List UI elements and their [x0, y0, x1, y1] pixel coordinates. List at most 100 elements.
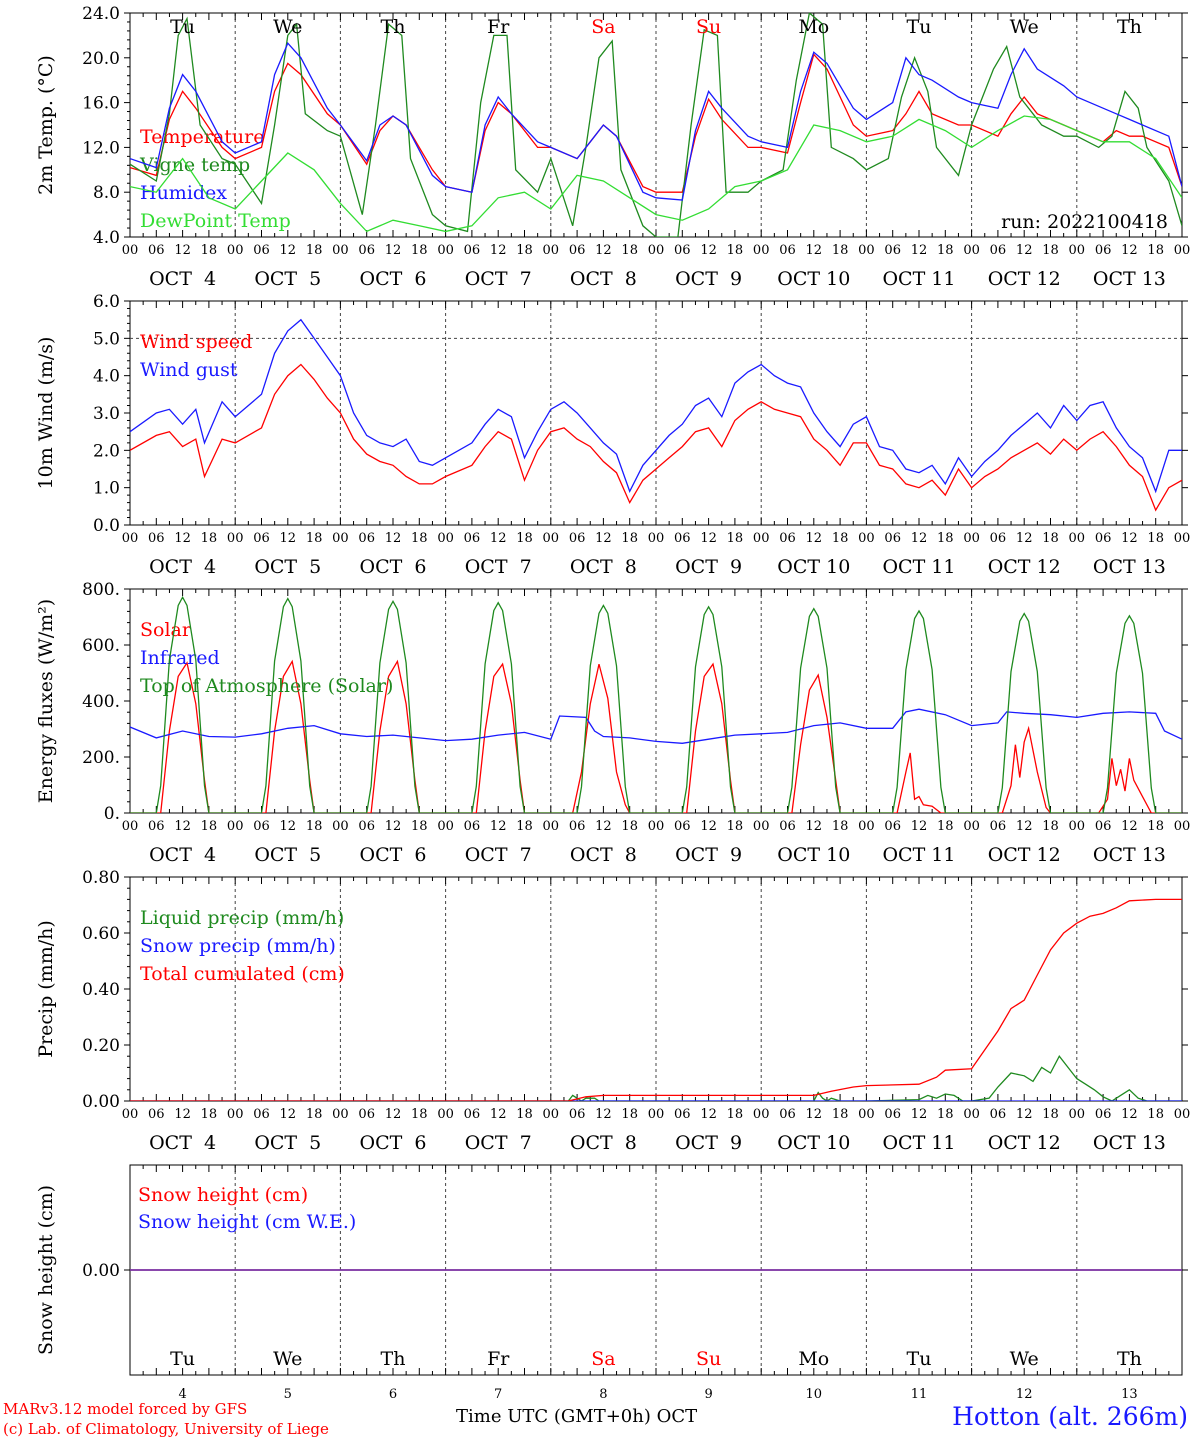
x-hour-label: 06: [569, 1107, 586, 1122]
x-hour-label: 06: [990, 1107, 1007, 1122]
x-hour-label: 00: [858, 243, 875, 258]
y-tick-label: 24.0: [82, 4, 120, 24]
x-hour-label: 06: [884, 1107, 901, 1122]
series-line: [130, 13, 1182, 237]
x-hour-label: 00: [543, 243, 560, 258]
x-hour-label: 06: [569, 243, 586, 258]
x-hour-label: 18: [937, 243, 954, 258]
y-tick-label: 0.: [104, 804, 120, 824]
day-number-label: 4: [178, 1387, 186, 1402]
x-hour-label: 00: [1174, 243, 1191, 258]
x-hour-label: 06: [884, 243, 901, 258]
x-hour-label: 06: [779, 531, 796, 546]
x-hour-label: 18: [727, 1107, 744, 1122]
x-date-label: OCT 8: [570, 556, 637, 578]
weekday-label: Sa: [591, 1348, 615, 1370]
y-tick-label: 4.0: [93, 367, 120, 387]
x-hour-label: 18: [832, 531, 849, 546]
x-date-label: OCT 10: [777, 268, 850, 290]
legend-entry: Solar: [140, 619, 192, 641]
x-hour-label: 12: [174, 531, 191, 546]
x-hour-label: 18: [832, 243, 849, 258]
y-axis-title: 2m Temp. (°C): [35, 55, 57, 195]
x-hour-label: 06: [148, 1107, 165, 1122]
x-hour-label: 12: [385, 819, 402, 834]
x-hour-label: 00: [753, 531, 770, 546]
x-hour-label: 18: [411, 531, 428, 546]
x-hour-label: 00: [437, 243, 454, 258]
x-hour-label: 18: [306, 1107, 323, 1122]
weekday-label: Su: [696, 1348, 721, 1370]
y-tick-label: 0.00: [82, 1261, 120, 1281]
series-line: [130, 318, 1182, 494]
series-line: [130, 708, 1182, 744]
x-hour-label: 18: [727, 243, 744, 258]
legend-entry: Wind gust: [140, 359, 238, 381]
x-hour-label: 00: [543, 1107, 560, 1122]
series-line: [130, 1055, 1182, 1101]
y-axis-title: Snow height (cm): [35, 1185, 57, 1355]
x-date-label: OCT 10: [777, 556, 850, 578]
y-tick-label: 3.0: [93, 404, 120, 424]
weekday-label: Tu: [907, 16, 932, 38]
y-tick-label: 5.0: [93, 329, 120, 349]
x-hour-label: 00: [332, 1107, 349, 1122]
y-tick-label: 0.0: [93, 516, 120, 536]
x-date-label: OCT 5: [254, 844, 321, 866]
day-number-label: 7: [494, 1387, 502, 1402]
legend-entry: Top of Atmosphere (Solar): [140, 675, 393, 697]
x-hour-label: 00: [122, 243, 139, 258]
x-date-label: OCT 13: [1093, 556, 1166, 578]
x-hour-label: 18: [1042, 1107, 1059, 1122]
x-hour-label: 12: [385, 1107, 402, 1122]
legend-entry: Infrared: [140, 647, 220, 669]
x-hour-label: 12: [911, 819, 928, 834]
y-tick-label: 20.0: [82, 49, 120, 69]
x-hour-label: 06: [779, 1107, 796, 1122]
x-hour-label: 06: [779, 243, 796, 258]
x-hour-label: 12: [490, 531, 507, 546]
x-hour-label: 12: [490, 819, 507, 834]
x-hour-label: 00: [648, 531, 665, 546]
x-hour-label: 18: [201, 531, 218, 546]
legend-entry: Temperature: [140, 126, 264, 148]
x-hour-label: 18: [937, 1107, 954, 1122]
legend-entry: Humidex: [140, 182, 227, 204]
x-hour-label: 18: [1147, 531, 1164, 546]
weekday-label: Tu: [170, 16, 195, 38]
y-tick-label: 0.60: [82, 924, 120, 944]
legend-entry: Total cumulated (cm): [140, 963, 345, 985]
x-date-label: OCT 11: [882, 1132, 955, 1154]
y-tick-label: 6.0: [93, 292, 120, 312]
x-hour-label: 12: [700, 819, 717, 834]
x-hour-label: 00: [1069, 1107, 1086, 1122]
x-hour-label: 06: [358, 1107, 375, 1122]
x-hour-label: 06: [253, 531, 270, 546]
x-hour-label: 12: [1016, 243, 1033, 258]
x-date-label: OCT 9: [675, 844, 742, 866]
x-hour-label: 18: [937, 819, 954, 834]
x-hour-label: 12: [174, 1107, 191, 1122]
x-hour-label: 12: [595, 531, 612, 546]
weekday-label: Tu: [907, 1348, 932, 1370]
weekday-label: Mo: [798, 1348, 829, 1370]
x-hour-label: 18: [1147, 243, 1164, 258]
weekday-label: Th: [381, 1348, 406, 1370]
x-hour-label: 18: [1147, 1107, 1164, 1122]
x-hour-label: 12: [1121, 819, 1138, 834]
x-hour-label: 00: [753, 243, 770, 258]
x-date-label: OCT 11: [882, 844, 955, 866]
x-hour-label: 12: [806, 819, 823, 834]
x-hour-label: 12: [280, 243, 297, 258]
day-number-label: 6: [389, 1387, 397, 1402]
legend-entry: DewPoint Temp: [140, 210, 291, 232]
x-hour-label: 00: [648, 819, 665, 834]
x-hour-label: 06: [674, 243, 691, 258]
plot-frame: [129, 12, 1183, 238]
panel-5: 0.00 Snow height (cm) Snow height (cm) Snow…: [35, 1164, 1188, 1376]
x-hour-label: 00: [963, 1107, 980, 1122]
x-hour-label: 06: [674, 531, 691, 546]
x-hour-label: 00: [122, 531, 139, 546]
x-hour-label: 12: [1016, 1107, 1033, 1122]
